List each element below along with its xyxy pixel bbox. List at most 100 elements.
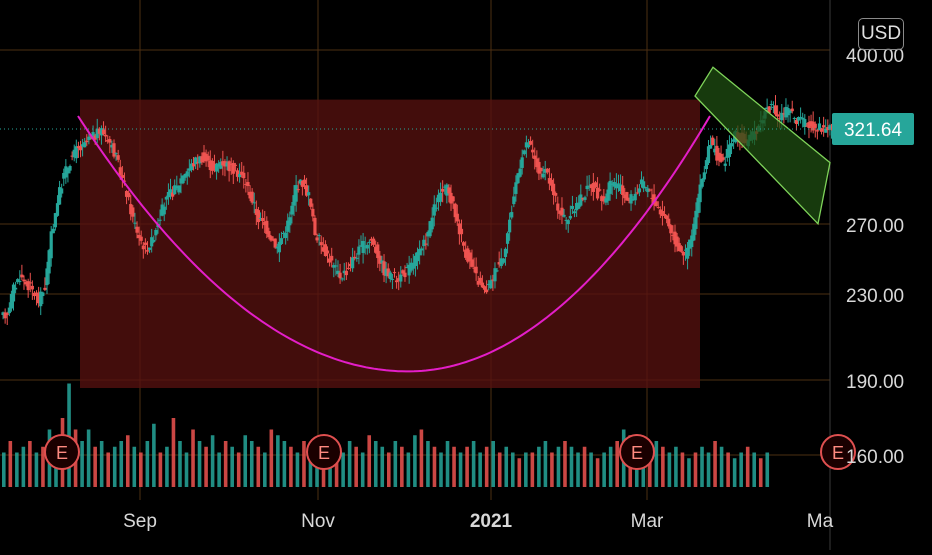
candle-body (614, 183, 618, 189)
volume-bar (99, 441, 104, 487)
volume-bar (726, 452, 730, 487)
y-tick-label: 400.00 (846, 46, 904, 67)
candle-body (30, 285, 34, 290)
candle-body (497, 262, 501, 265)
candle-body (154, 230, 158, 236)
volume-bar (497, 452, 502, 487)
y-tick-label: 160.00 (846, 447, 904, 468)
candle-body (799, 116, 803, 118)
candle-body (147, 247, 152, 250)
candle-body (522, 150, 526, 155)
candle-body (137, 235, 141, 239)
cup-zone-rect (80, 99, 700, 388)
volume-bar (334, 446, 339, 487)
volume-bar (752, 452, 757, 487)
candle-body (541, 173, 545, 178)
candle-body (505, 233, 510, 244)
candle-body (286, 220, 290, 232)
volume-bar (158, 452, 163, 487)
candle-body (631, 199, 635, 201)
channel (0, 66, 831, 226)
candle-body (281, 233, 286, 235)
volume-bar (367, 435, 372, 487)
candle-body (459, 228, 464, 235)
candle-body (443, 186, 447, 188)
candle-body (267, 231, 271, 238)
candle-body (277, 241, 281, 253)
candle-body (690, 235, 694, 248)
candle-body (621, 185, 625, 195)
candle-body (273, 238, 277, 248)
candle-body (470, 259, 474, 267)
earnings-marker-label: E (832, 443, 844, 463)
candle-body (627, 199, 631, 201)
earnings-marker: E (306, 434, 342, 470)
candle-body (824, 128, 828, 133)
candle-body (572, 211, 577, 214)
candle-body (409, 262, 413, 271)
candle-body (41, 292, 45, 296)
candle-body (520, 157, 524, 168)
candle-body (778, 118, 782, 120)
candle-body (344, 270, 348, 276)
candle-body (365, 244, 369, 249)
candle-body (85, 140, 89, 143)
volume-bar (713, 441, 717, 487)
candle-body (629, 194, 633, 204)
candle-body (633, 193, 637, 201)
candle-body (70, 155, 74, 157)
volume-bar (132, 446, 137, 487)
volume-bar (758, 458, 763, 487)
candle-body (662, 214, 667, 216)
candle-body (658, 209, 662, 215)
volume-bar (517, 458, 522, 487)
candle-body (558, 210, 562, 214)
candle-body (300, 180, 304, 187)
volume-bar (563, 441, 567, 487)
candle-body (363, 246, 367, 248)
volume-bar (145, 441, 150, 487)
candle-body (60, 188, 64, 194)
candle-body (14, 287, 18, 290)
candle-body (118, 167, 122, 176)
candle-body (26, 281, 30, 291)
candle-body (503, 248, 508, 257)
volume-bar (387, 452, 391, 487)
candle-body (160, 204, 164, 216)
candle-body (618, 184, 623, 191)
candle-body (461, 242, 466, 246)
volume-bar (537, 446, 541, 487)
volume-bar (719, 446, 724, 487)
candle-body (508, 219, 512, 233)
candle-body (805, 125, 809, 127)
earnings-marker-circle (44, 434, 80, 470)
candle-body (248, 191, 252, 199)
candle-body (656, 206, 660, 208)
currency-button[interactable]: USD (858, 18, 904, 50)
candle-body (803, 119, 807, 127)
candle-body (637, 188, 642, 193)
volume-bar (419, 429, 424, 487)
volume-bar (139, 452, 143, 487)
candle-body (284, 232, 288, 239)
last-price-badge (832, 113, 914, 146)
candle-body (650, 197, 654, 199)
candle-body (133, 222, 137, 224)
candle-body (673, 231, 677, 245)
candle-body (570, 205, 575, 209)
candle-body (355, 257, 359, 259)
candle-body (729, 143, 734, 147)
candle-body (510, 212, 514, 218)
volume-bar (8, 441, 13, 487)
candle-body (608, 180, 612, 194)
candle-body (482, 286, 487, 290)
volume-bar (184, 452, 189, 487)
volume-bar (80, 441, 84, 487)
candle-body (675, 236, 679, 247)
candle-body (189, 163, 194, 171)
volume-bar (700, 446, 704, 487)
candle-body (91, 132, 95, 139)
volume-bar (556, 446, 561, 487)
